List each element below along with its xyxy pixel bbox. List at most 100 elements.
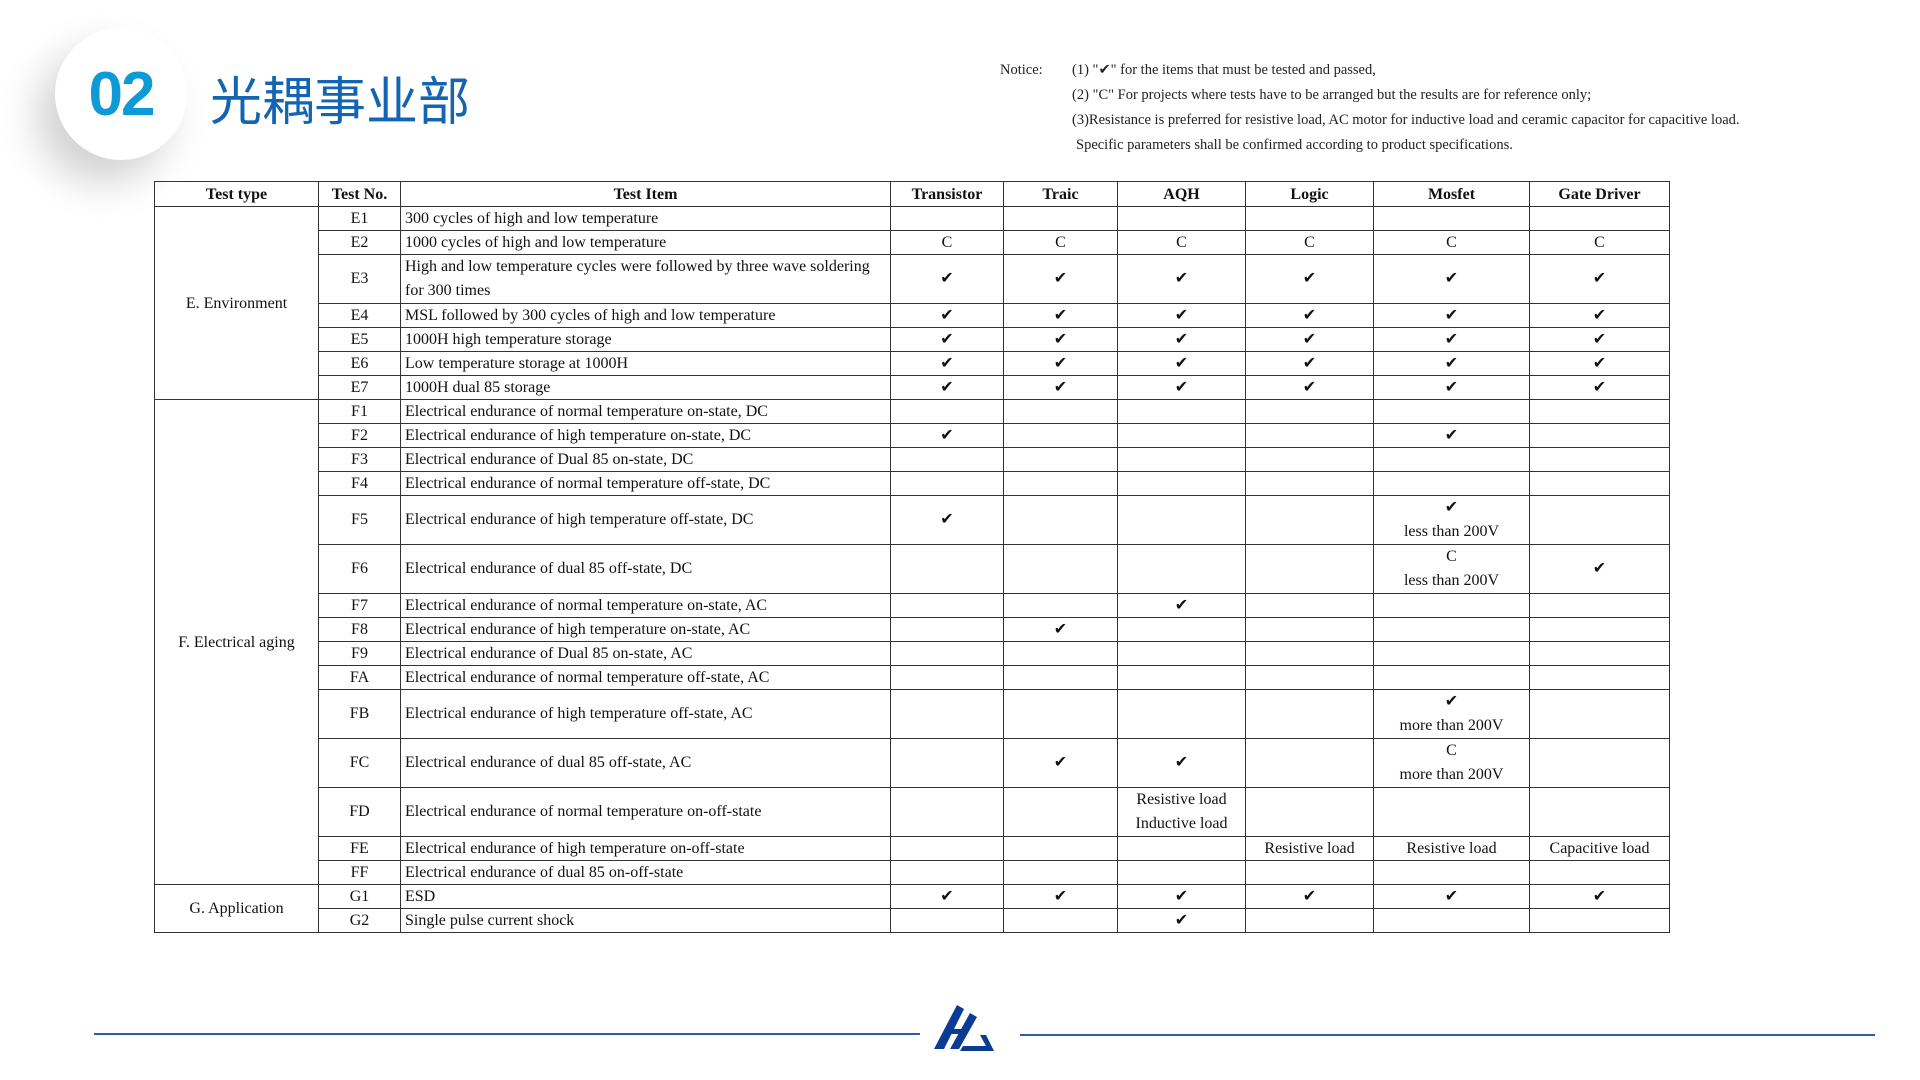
result-cell xyxy=(1529,689,1670,739)
test-item-cell: Electrical endurance of Dual 85 on-state… xyxy=(400,447,891,472)
notice-line: (1) "✔" for the items that must be teste… xyxy=(1072,62,1376,78)
result-cell: ✔ xyxy=(1245,303,1374,328)
table-row: E4 MSL followed by 300 cycles of high and… xyxy=(155,303,1670,328)
result-cell xyxy=(1373,447,1530,472)
table-row: F5 Electrical endurance of high temperatu… xyxy=(155,495,1670,545)
result-cell xyxy=(1529,738,1670,788)
test-no-cell: F9 xyxy=(318,641,401,666)
result-cell xyxy=(1373,471,1530,496)
result-cell: ✔ xyxy=(1245,375,1374,400)
result-cell xyxy=(890,641,1004,666)
result-cell xyxy=(890,617,1004,642)
test-no-cell: FE xyxy=(318,836,401,861)
result-cell xyxy=(1003,399,1118,424)
result-cell xyxy=(1529,593,1670,618)
column-header: Mosfet xyxy=(1373,181,1530,207)
table-row: F. Electrical aging F1 Electrical enduranc… xyxy=(154,399,1670,885)
table-row: E2 1000 cycles of high and low temperatur… xyxy=(155,230,1670,255)
result-cell: ✔ xyxy=(890,303,1004,328)
notice-label: Notice: xyxy=(1000,62,1043,78)
test-no-cell: G1 xyxy=(318,884,401,909)
section-number: 02 xyxy=(88,59,156,129)
result-cell xyxy=(890,836,1004,861)
result-cell: ✔ xyxy=(1245,327,1374,352)
result-cell xyxy=(1245,908,1374,933)
test-no-cell: E6 xyxy=(318,351,401,376)
result-cell xyxy=(1373,617,1530,642)
result-cell xyxy=(1117,617,1246,642)
result-cell: ✔ xyxy=(1117,303,1246,328)
result-cell xyxy=(1117,423,1246,448)
result-cell xyxy=(1117,471,1246,496)
result-cell xyxy=(1529,399,1670,424)
result-cell: ✔ xyxy=(1117,351,1246,376)
result-cell xyxy=(1529,471,1670,496)
result-cell: C less than 200V xyxy=(1373,544,1530,594)
result-cell xyxy=(1373,860,1530,885)
result-cell: C xyxy=(1373,230,1530,255)
test-no-cell: E5 xyxy=(318,327,401,352)
result-cell: ✔ xyxy=(1003,884,1118,909)
result-cell xyxy=(1003,447,1118,472)
result-cell xyxy=(1373,206,1530,231)
result-cell: ✔ xyxy=(890,254,1004,304)
result-cell xyxy=(1117,689,1246,739)
table-row: FC Electrical endurance of dual 85 off-st… xyxy=(155,738,1670,788)
column-header: Gate Driver xyxy=(1529,181,1670,207)
result-cell: ✔ xyxy=(1003,738,1118,788)
result-cell: ✔ xyxy=(1529,254,1670,304)
table-row: F8 Electrical endurance of high temperatu… xyxy=(155,617,1670,642)
footer-line-left xyxy=(94,1033,920,1035)
result-cell: C xyxy=(890,230,1004,255)
test-no-cell: F4 xyxy=(318,471,401,496)
result-cell xyxy=(1117,447,1246,472)
result-cell xyxy=(1245,544,1374,594)
result-cell xyxy=(1003,860,1118,885)
test-item-cell: Electrical endurance of high temperature… xyxy=(400,495,891,545)
result-cell xyxy=(1003,593,1118,618)
result-cell xyxy=(1003,908,1118,933)
test-item-cell: Single pulse current shock xyxy=(400,908,891,933)
result-cell: ✔ less than 200V xyxy=(1373,495,1530,545)
result-cell: Resistive load xyxy=(1245,836,1374,861)
notice-line: Specific parameters shall be confirmed a… xyxy=(1076,137,1513,153)
result-cell xyxy=(1245,860,1374,885)
result-cell xyxy=(1117,206,1246,231)
test-no-cell: E2 xyxy=(318,230,401,255)
result-cell xyxy=(1117,641,1246,666)
test-item-cell: Electrical endurance of normal temperatu… xyxy=(400,399,891,424)
result-cell xyxy=(1117,399,1246,424)
test-no-cell: FF xyxy=(318,860,401,885)
table-row: F9 Electrical endurance of Dual 85 on-sta… xyxy=(155,641,1670,666)
test-item-cell: Electrical endurance of high temperature… xyxy=(400,423,891,448)
test-item-cell: ESD xyxy=(400,884,891,909)
result-cell xyxy=(1003,836,1118,861)
company-logo xyxy=(934,1005,994,1051)
table-row: E7 1000H dual 85 storage ✔ ✔ ✔ ✔ ✔ ✔ xyxy=(155,375,1670,400)
test-item-cell: Electrical endurance of normal temperatu… xyxy=(400,471,891,496)
test-no-cell: F7 xyxy=(318,593,401,618)
test-item-cell: Electrical endurance of high temperature… xyxy=(400,836,891,861)
result-cell: ✔ xyxy=(1003,375,1118,400)
test-item-cell: 300 cycles of high and low temperature xyxy=(400,206,891,231)
column-header: AQH xyxy=(1117,181,1246,207)
result-cell xyxy=(890,593,1004,618)
test-no-cell: F1 xyxy=(318,399,401,424)
result-cell xyxy=(1245,787,1374,837)
result-cell: ✔ xyxy=(1245,254,1374,304)
result-cell: ✔ xyxy=(1529,351,1670,376)
test-no-cell: FB xyxy=(318,689,401,739)
notice: Notice: (1) "✔" for the items that must … xyxy=(1000,58,1740,158)
result-cell: ✔ xyxy=(890,884,1004,909)
result-cell: ✔ xyxy=(1117,593,1246,618)
result-cell: Resistive load xyxy=(1373,836,1530,861)
result-cell: ✔ more than 200V xyxy=(1373,689,1530,739)
result-cell: ✔ xyxy=(890,351,1004,376)
column-header: Test Item xyxy=(400,181,891,207)
test-item-cell: Electrical endurance of dual 85 on-off-s… xyxy=(400,860,891,885)
result-cell: ✔ xyxy=(1373,254,1530,304)
test-item-cell: Electrical endurance of dual 85 off-stat… xyxy=(400,738,891,788)
result-cell: Resistive load Inductive load xyxy=(1117,787,1246,837)
result-cell xyxy=(1529,447,1670,472)
result-cell: C xyxy=(1003,230,1118,255)
